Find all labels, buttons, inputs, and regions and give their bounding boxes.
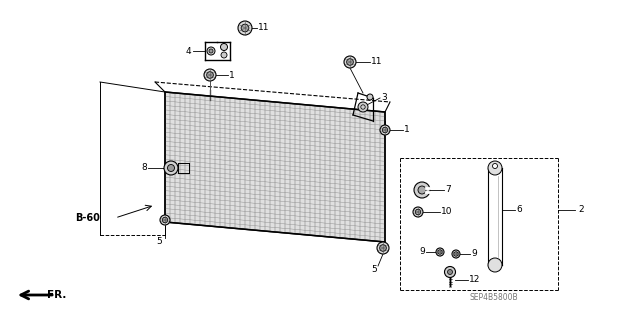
Circle shape [204, 69, 216, 81]
Text: 1: 1 [229, 70, 235, 79]
Circle shape [238, 21, 252, 35]
Circle shape [418, 186, 426, 194]
Circle shape [493, 164, 497, 168]
Text: 8: 8 [141, 164, 147, 173]
Circle shape [447, 270, 452, 275]
Circle shape [488, 161, 502, 175]
Text: 3: 3 [381, 93, 387, 102]
Circle shape [382, 127, 388, 133]
Circle shape [367, 94, 373, 100]
Text: 11: 11 [258, 24, 269, 33]
Text: FR.: FR. [47, 290, 67, 300]
Circle shape [221, 52, 227, 58]
Circle shape [414, 182, 430, 198]
Text: SEP4B5800B: SEP4B5800B [470, 293, 518, 302]
Text: 10: 10 [441, 207, 452, 217]
Text: 9: 9 [419, 248, 425, 256]
Text: 5: 5 [371, 265, 377, 275]
Text: 6: 6 [516, 205, 522, 214]
Circle shape [358, 102, 368, 112]
Text: B-60: B-60 [75, 213, 100, 223]
Circle shape [380, 125, 390, 135]
Circle shape [438, 250, 442, 254]
Circle shape [377, 242, 389, 254]
Text: 2: 2 [578, 205, 584, 214]
Text: 4: 4 [186, 47, 191, 56]
Circle shape [452, 250, 460, 258]
Circle shape [164, 161, 178, 175]
Circle shape [241, 24, 249, 32]
Text: 11: 11 [371, 57, 383, 66]
Text: 12: 12 [469, 276, 481, 285]
Circle shape [160, 215, 170, 225]
Text: 7: 7 [445, 186, 451, 195]
Circle shape [207, 72, 213, 78]
Circle shape [454, 252, 458, 256]
Text: 9: 9 [471, 249, 477, 258]
Circle shape [436, 248, 444, 256]
Text: 1: 1 [404, 125, 410, 135]
Circle shape [488, 258, 502, 272]
Circle shape [413, 207, 423, 217]
Text: 5: 5 [156, 238, 162, 247]
Circle shape [168, 165, 175, 172]
Circle shape [380, 245, 387, 251]
Circle shape [207, 47, 215, 55]
Circle shape [347, 59, 353, 65]
Circle shape [344, 56, 356, 68]
Circle shape [415, 209, 420, 215]
Polygon shape [165, 92, 385, 242]
Circle shape [221, 43, 227, 50]
Circle shape [163, 217, 168, 223]
Circle shape [209, 49, 213, 53]
Circle shape [445, 266, 456, 278]
